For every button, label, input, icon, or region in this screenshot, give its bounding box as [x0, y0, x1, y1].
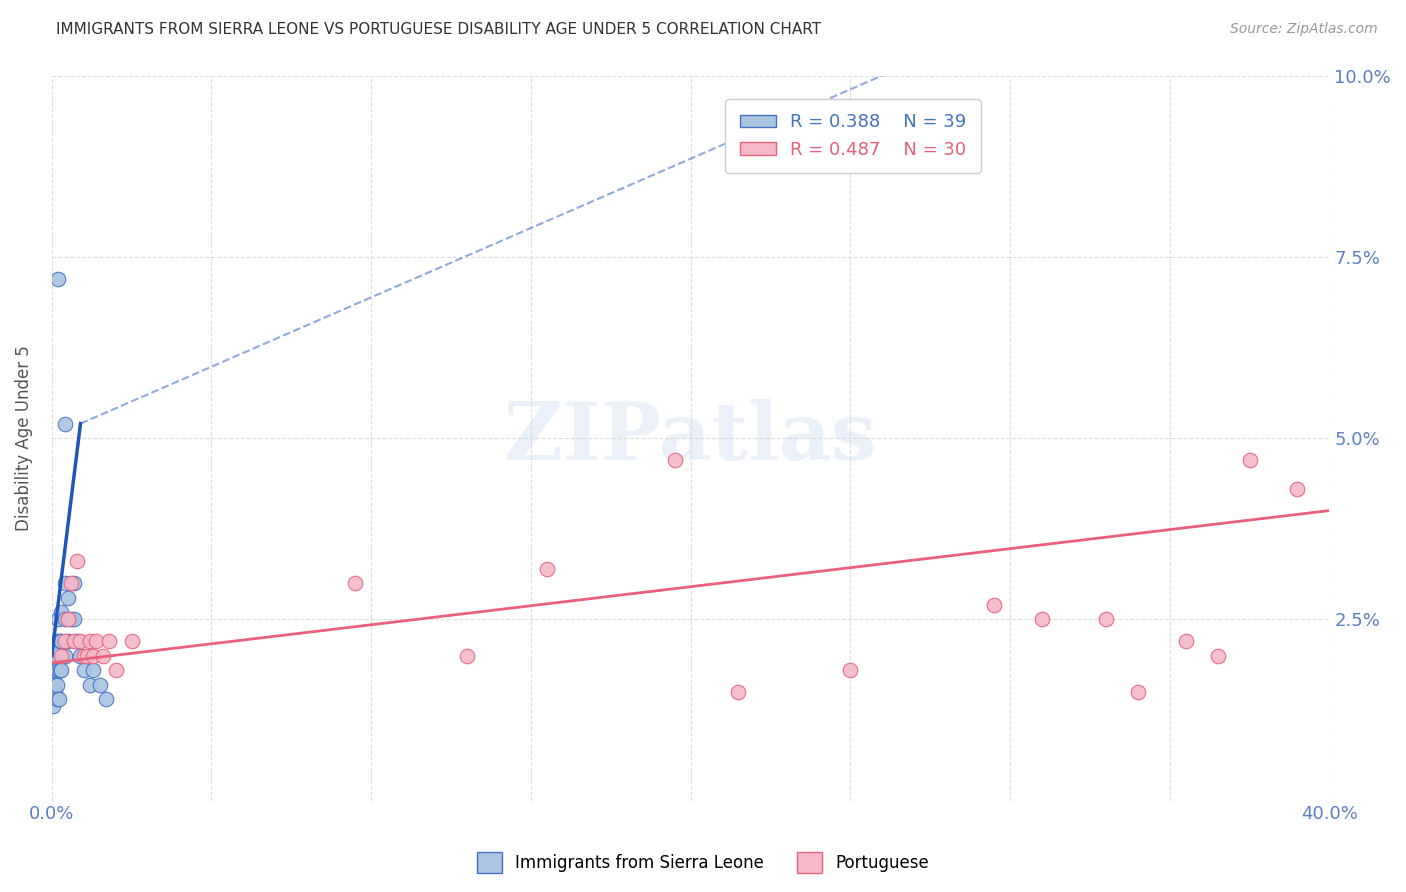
Point	[59, 576, 82, 591]
Point	[45, 663, 67, 677]
Point	[76, 648, 98, 663]
Point	[48, 663, 70, 677]
Text: Source: ZipAtlas.com: Source: ZipAtlas.com	[1230, 22, 1378, 37]
Point	[46, 692, 69, 706]
Point	[51, 634, 73, 648]
Point	[79, 677, 101, 691]
Point	[45, 677, 67, 691]
Point	[1094, 612, 1116, 626]
Point	[63, 612, 86, 626]
Point	[98, 634, 121, 648]
Point	[51, 648, 73, 663]
Point	[42, 685, 65, 699]
Point	[51, 663, 73, 677]
Point	[46, 271, 69, 285]
Point	[66, 554, 89, 568]
Point	[73, 648, 96, 663]
Point	[89, 677, 111, 691]
Point	[86, 634, 108, 648]
Point	[59, 612, 82, 626]
Point	[1206, 648, 1229, 663]
Y-axis label: Disability Age Under 5: Disability Age Under 5	[15, 345, 32, 531]
Point	[56, 591, 79, 605]
Point	[91, 648, 114, 663]
Point	[1239, 452, 1261, 467]
Point	[1286, 482, 1309, 496]
Point	[44, 685, 66, 699]
Point	[56, 612, 79, 626]
Point	[48, 634, 70, 648]
Text: IMMIGRANTS FROM SIERRA LEONE VS PORTUGUESE DISABILITY AGE UNDER 5 CORRELATION CH: IMMIGRANTS FROM SIERRA LEONE VS PORTUGUE…	[56, 22, 821, 37]
Point	[839, 663, 862, 677]
Point	[63, 576, 86, 591]
Point	[53, 612, 76, 626]
Point	[73, 663, 96, 677]
Point	[344, 576, 367, 591]
Point	[48, 692, 70, 706]
Point	[1126, 685, 1149, 699]
Point	[51, 605, 73, 619]
Point	[66, 634, 89, 648]
Legend: R = 0.388    N = 39, R = 0.487    N = 30: R = 0.388 N = 39, R = 0.487 N = 30	[725, 99, 981, 173]
Point	[41, 663, 63, 677]
Point	[664, 452, 686, 467]
Point	[69, 648, 91, 663]
Point	[104, 663, 127, 677]
Point	[69, 634, 91, 648]
Point	[53, 417, 76, 431]
Point	[46, 663, 69, 677]
Point	[536, 561, 558, 575]
Point	[44, 677, 66, 691]
Point	[45, 634, 67, 648]
Point	[456, 648, 478, 663]
Point	[42, 670, 65, 684]
Point	[63, 634, 86, 648]
Point	[82, 663, 104, 677]
Point	[46, 641, 69, 656]
Point	[46, 612, 69, 626]
Text: ZIPatlas: ZIPatlas	[505, 399, 877, 477]
Point	[53, 634, 76, 648]
Legend: Immigrants from Sierra Leone, Portuguese: Immigrants from Sierra Leone, Portuguese	[470, 846, 936, 880]
Point	[44, 656, 66, 670]
Point	[121, 634, 143, 648]
Point	[44, 641, 66, 656]
Point	[42, 699, 65, 714]
Point	[53, 576, 76, 591]
Point	[983, 598, 1005, 612]
Point	[1031, 612, 1053, 626]
Point	[79, 634, 101, 648]
Point	[56, 634, 79, 648]
Point	[727, 685, 749, 699]
Point	[1174, 634, 1197, 648]
Point	[94, 692, 117, 706]
Point	[53, 648, 76, 663]
Point	[45, 648, 67, 663]
Point	[82, 648, 104, 663]
